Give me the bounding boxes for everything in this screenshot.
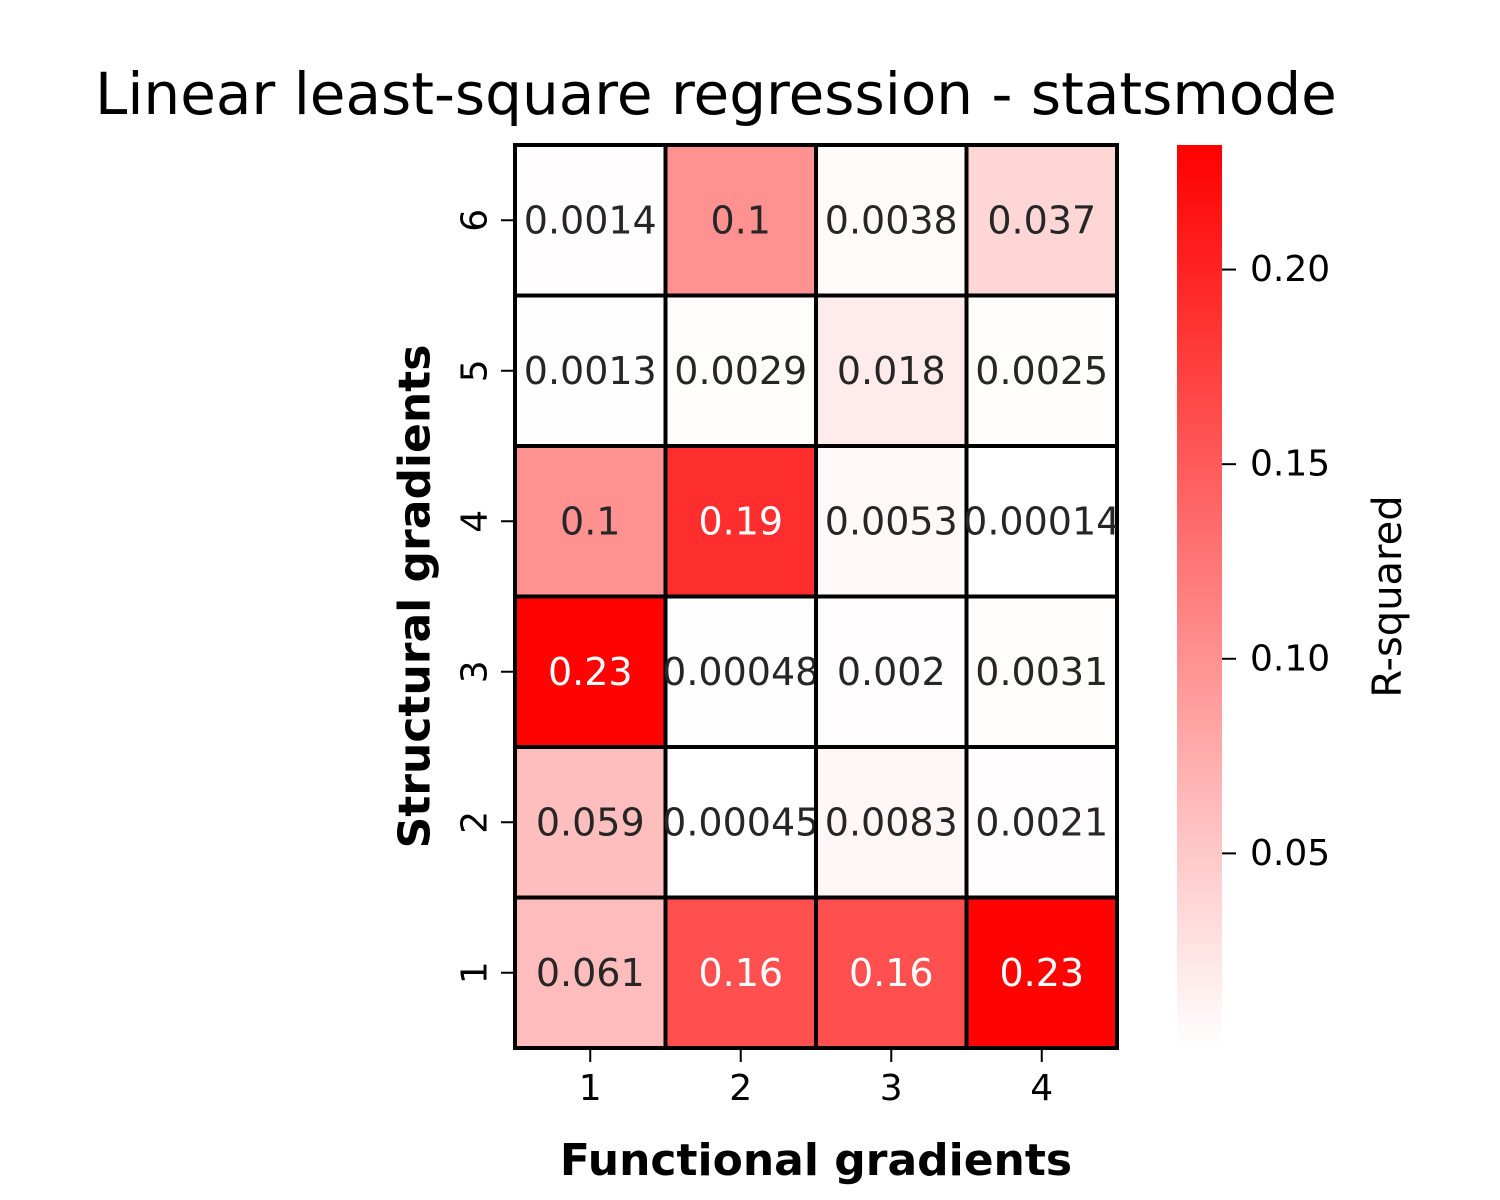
colorbar-tick-label: 0.15 (1250, 444, 1330, 485)
plot-frame (514, 144, 1118, 1049)
cell-label: 0.059 (536, 800, 645, 844)
heatmap-cell (964, 594, 1119, 749)
heatmap-cell (513, 745, 668, 900)
cell-label: 0.0025 (975, 349, 1108, 393)
heatmap-cell (663, 444, 818, 599)
cell-label: 0.00048 (662, 650, 819, 694)
x-tick-label: 4 (1030, 1068, 1053, 1109)
heatmap-cell (964, 895, 1119, 1050)
heatmap-cell (663, 745, 818, 900)
cell-label: 0.1 (560, 499, 620, 543)
y-tick-label: 3 (455, 660, 496, 683)
x-axis-label: Functional gradients (560, 1135, 1072, 1186)
colorbar-label: R-squared (1365, 495, 1411, 697)
y-tick-label: 6 (455, 209, 496, 232)
cell-label: 0.0013 (524, 349, 657, 393)
cell-label: 0.018 (837, 349, 946, 393)
cell-label: 0.061 (536, 951, 645, 995)
y-tick-label: 4 (455, 510, 496, 533)
cell-label: 0.23 (999, 951, 1084, 995)
x-tick-label: 3 (880, 1068, 903, 1109)
cell-label: 0.0053 (825, 499, 958, 543)
colorbar-tick-label: 0.05 (1250, 833, 1330, 874)
cell-label: 0.037 (987, 198, 1096, 242)
heatmap-cell (513, 895, 668, 1050)
cell-label: 0.19 (698, 499, 783, 543)
heatmap-cell (814, 594, 969, 749)
colorbar-tick-label: 0.10 (1250, 638, 1330, 679)
heatmap-cell (663, 895, 818, 1050)
y-tick-label: 5 (455, 359, 496, 382)
cell-label: 0.002 (837, 650, 946, 694)
cell-label: 0.0083 (825, 800, 958, 844)
heatmap-cell (663, 594, 818, 749)
colorbar (1177, 145, 1222, 1048)
cell-label: 0.16 (849, 951, 934, 995)
chart-title: Linear least-square regression - statsmo… (95, 60, 1337, 128)
x-tick-label: 1 (579, 1068, 602, 1109)
colorbar-tick-label: 0.20 (1250, 249, 1330, 290)
heatmap-cell (513, 143, 668, 298)
cell-label: 0.23 (548, 650, 633, 694)
heatmap-cell (814, 895, 969, 1050)
cell-label: 0.0031 (975, 650, 1108, 694)
heatmap-cell (964, 293, 1119, 448)
y-tick-label: 1 (455, 961, 496, 984)
cell-label: 0.00014 (963, 499, 1120, 543)
cell-label: 0.0029 (674, 349, 807, 393)
cell-label: 0.0021 (975, 800, 1108, 844)
heatmap-cell (964, 444, 1119, 599)
cell-label: 0.1 (711, 198, 771, 242)
cell-label: 0.0014 (524, 198, 657, 242)
heatmap-cell (814, 143, 969, 298)
cell-label: 0.16 (698, 951, 783, 995)
y-tick-label: 2 (455, 811, 496, 834)
heatmap-cell (814, 745, 969, 900)
x-tick-label: 2 (729, 1068, 752, 1109)
cell-label: 0.0038 (825, 198, 958, 242)
y-axis-label: Structural gradients (390, 345, 441, 849)
cell-label: 0.00045 (662, 800, 819, 844)
